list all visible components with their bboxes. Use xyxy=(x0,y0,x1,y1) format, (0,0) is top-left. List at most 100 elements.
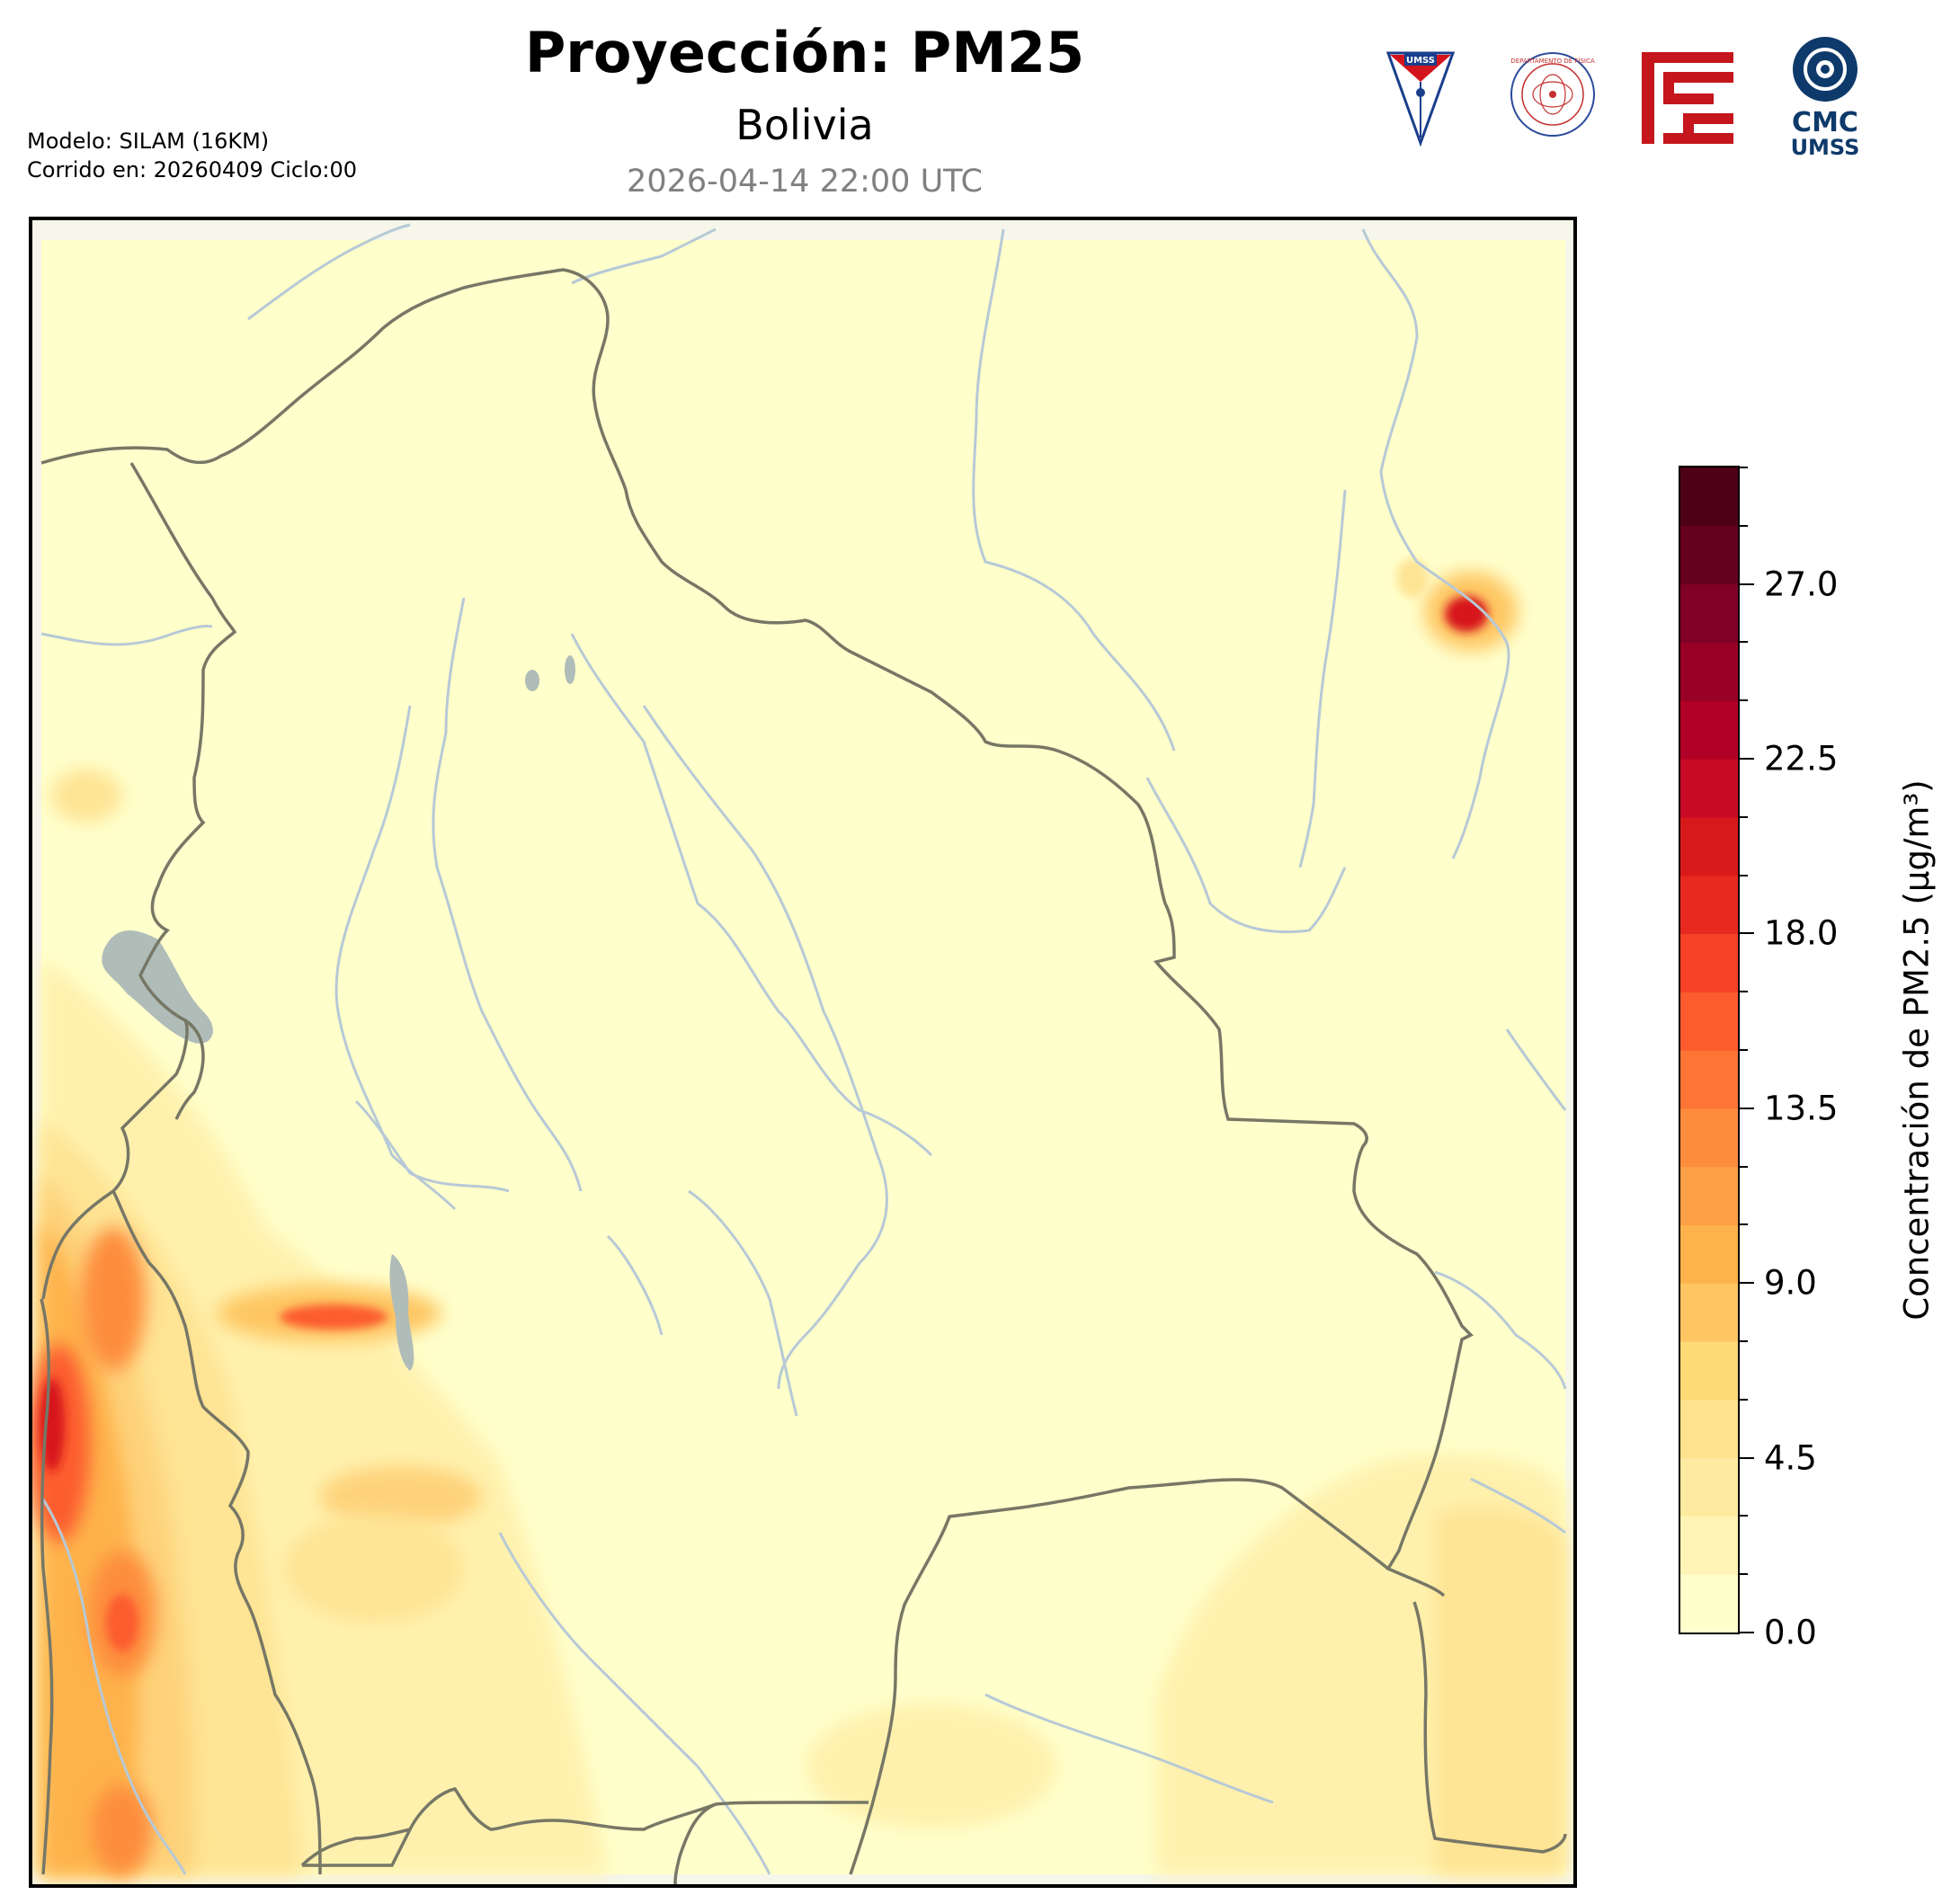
colorbar-major-tick xyxy=(1740,758,1754,760)
colorbar-minor-tick xyxy=(1740,1223,1748,1226)
hotspot-andes-far-south xyxy=(92,1784,153,1874)
contour-south-chaco xyxy=(806,1704,1057,1829)
hotspot-west-edge-core xyxy=(40,1378,65,1472)
lakes xyxy=(102,655,575,1371)
colorbar-level xyxy=(1680,1283,1738,1342)
colorbar-minor-tick xyxy=(1740,1573,1748,1576)
colorbar-minor-tick xyxy=(1740,467,1748,468)
colorbar-major-tick xyxy=(1740,932,1754,935)
colorbar-level xyxy=(1680,1399,1738,1459)
river-central xyxy=(606,1234,664,1336)
forecast-timestamp: 2026-04-14 22:00 UTC xyxy=(627,164,983,200)
river-east-bend xyxy=(1145,777,1347,934)
lake-north-2 xyxy=(565,655,575,684)
border-bolivia-chile xyxy=(111,1190,322,1875)
colorbar-major-tick xyxy=(1740,1282,1754,1285)
colorbar-minor-tick xyxy=(1740,524,1748,527)
region-subtitle: Bolivia xyxy=(735,101,874,149)
river-guapore-north xyxy=(972,228,1176,752)
river-paraguai-south xyxy=(1470,1477,1566,1535)
hotspot-mato-grosso-core xyxy=(1445,596,1488,632)
river-grande xyxy=(642,705,888,1390)
plume-oruro-core xyxy=(280,1304,388,1330)
colorbar-level xyxy=(1680,1516,1738,1575)
river-piray xyxy=(688,1189,798,1417)
colorbar-minor-tick xyxy=(1740,699,1748,702)
contour-southeast-mid xyxy=(1435,1507,1565,1874)
colorbar-title: Concentración de PM2.5 (µg/m³) xyxy=(1897,779,1937,1321)
colorbar-tick-label: 0.0 xyxy=(1764,1613,1817,1652)
river-paraguai-upper xyxy=(1361,228,1510,859)
border-bolivia-north-east xyxy=(40,268,1474,1597)
colorbar-level xyxy=(1680,642,1738,701)
colorbar-level xyxy=(1680,1457,1738,1517)
run-label: Corrido en: 20260409 Ciclo:00 xyxy=(27,157,358,182)
cmc-umss-logo: CMC UMSS xyxy=(1791,37,1859,158)
border-bolivia-peru xyxy=(41,462,237,1300)
river-north-center xyxy=(571,227,717,285)
river-cochabamba xyxy=(354,1099,510,1193)
plume-potosi-outer xyxy=(284,1515,464,1623)
colorbar-level xyxy=(1680,933,1738,992)
colorbar-level xyxy=(1680,1050,1738,1109)
colorbar-tick-label: 4.5 xyxy=(1764,1438,1817,1478)
colorbar-minor-tick xyxy=(1740,641,1748,644)
colorbar-major-tick xyxy=(1740,1456,1754,1459)
lake-titicaca xyxy=(102,930,213,1044)
colorbar-level xyxy=(1680,583,1738,643)
colorbar-minor-tick xyxy=(1740,1340,1748,1342)
lake-north xyxy=(525,670,539,691)
contour-northwest-speck xyxy=(50,769,122,823)
colorbar-level xyxy=(1680,1166,1738,1225)
lake-poopo xyxy=(389,1254,414,1371)
rivers xyxy=(40,223,1567,1875)
colorbar-level xyxy=(1680,700,1738,760)
colorbar-level xyxy=(1680,467,1738,527)
colorbar-tick-label: 13.5 xyxy=(1764,1089,1839,1128)
colorbar-level xyxy=(1680,1108,1738,1168)
border-southwest-junction xyxy=(302,1828,412,1867)
river-northwest xyxy=(247,223,411,321)
river-altiplano xyxy=(40,1496,187,1875)
colorbar-level xyxy=(1680,1574,1738,1633)
border-paraguay-brazil xyxy=(1412,1601,1567,1854)
river-west-lowlands xyxy=(334,705,457,1211)
colorbar-tick-label: 22.5 xyxy=(1764,739,1839,779)
river-chaco xyxy=(984,1693,1274,1804)
fisica-department-seal: DEPARTAMENTO DE FÍSICA xyxy=(1510,52,1595,137)
colorbar-level xyxy=(1680,525,1738,585)
river-pilcomayo xyxy=(498,1532,771,1875)
river-brazil-east xyxy=(1298,489,1347,868)
colorbar-minor-tick xyxy=(1740,991,1748,993)
colorbar-minor-tick xyxy=(1740,1165,1748,1168)
colorbar-minor-tick xyxy=(1740,874,1748,876)
svg-text:DEPARTAMENTO DE FÍSICA: DEPARTAMENTO DE FÍSICA xyxy=(1510,57,1594,65)
colorbar-tick-label: 18.0 xyxy=(1764,913,1839,953)
svg-text:UMSS: UMSS xyxy=(1406,56,1435,66)
border-chile-argentina xyxy=(40,1298,54,1875)
pm25-contours xyxy=(32,558,1565,1874)
pm25-map xyxy=(29,217,1577,1888)
colorbar-level xyxy=(1680,816,1738,876)
plume-potosi xyxy=(320,1466,482,1527)
colorbar-minor-tick xyxy=(1740,815,1748,818)
country-borders xyxy=(40,268,1567,1884)
colorbar-tick-label: 27.0 xyxy=(1764,565,1839,604)
river-mamore xyxy=(570,633,933,1157)
map-canvas xyxy=(32,220,1573,1884)
colorbar-gradient xyxy=(1680,467,1738,1633)
colorbar-level xyxy=(1680,759,1738,818)
colorbar-minor-tick xyxy=(1740,1049,1748,1051)
colorbar-major-tick xyxy=(1740,583,1754,585)
river-beni xyxy=(432,597,583,1192)
umss-shield-logo: UMSS xyxy=(1385,51,1456,147)
river-east-edge xyxy=(1505,1028,1567,1111)
colorbar-level xyxy=(1680,875,1738,934)
border-titicaca xyxy=(174,1019,205,1120)
chart-title: Proyección: PM25 xyxy=(524,20,1085,85)
colorbar-major-tick xyxy=(1740,1632,1754,1633)
svg-text:CMC: CMC xyxy=(1792,107,1858,138)
river-southeast xyxy=(1434,1270,1567,1390)
faculty-logo xyxy=(1642,52,1733,144)
colorbar-minor-tick xyxy=(1740,1398,1748,1401)
